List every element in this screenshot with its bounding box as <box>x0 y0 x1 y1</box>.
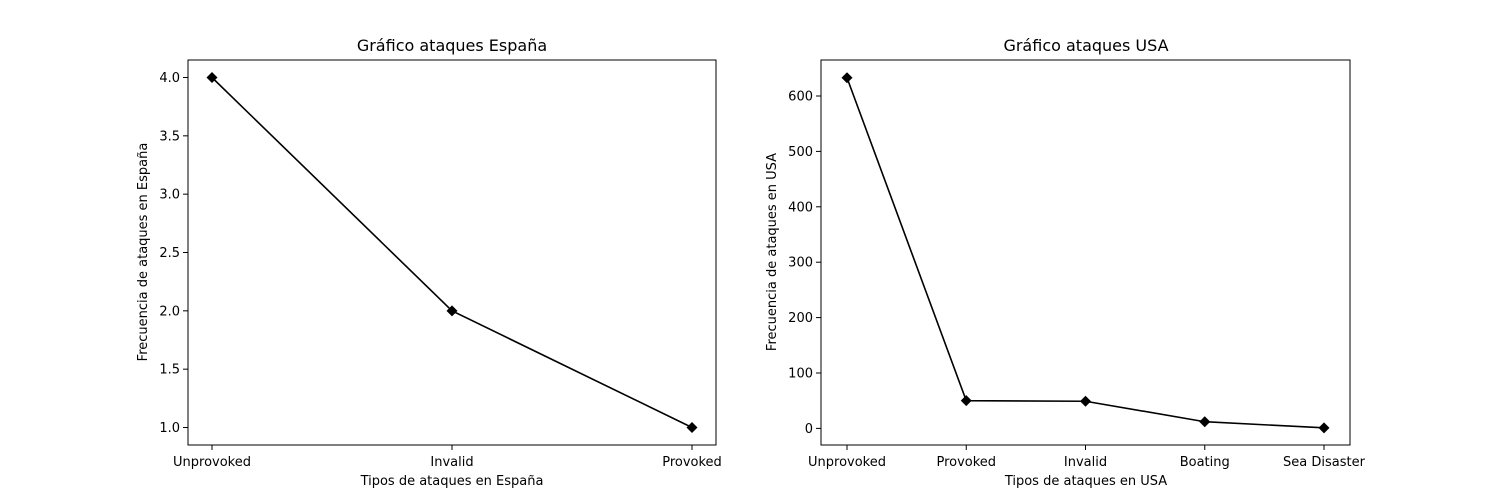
x-tick-label: Invalid <box>430 455 473 470</box>
y-tick-label: 400 <box>788 200 813 215</box>
x-tick-label: Sea Disaster <box>1283 455 1366 470</box>
x-tick-label: Invalid <box>1064 455 1107 470</box>
y-tick-label: 4.0 <box>159 71 180 86</box>
plot-area <box>187 59 717 446</box>
data-point-marker <box>446 305 458 317</box>
data-point-marker <box>1080 395 1091 407</box>
series-line <box>846 77 1325 429</box>
data-point-marker <box>1318 422 1330 434</box>
x-tick-label: Boating <box>1180 455 1230 470</box>
chart-panel-usa: Gráfico ataques USA Tipos de ataques en … <box>765 36 1366 489</box>
data-point-marker <box>686 422 698 433</box>
x-tick-label: Provoked <box>936 455 996 470</box>
data-point-marker <box>206 72 218 83</box>
y-tick-label: 2.0 <box>159 304 180 319</box>
plot-area <box>820 59 1351 446</box>
chart-title: Gráfico ataques España <box>357 36 547 55</box>
y-tick-label: 2.5 <box>159 246 180 261</box>
x-tick-label: Provoked <box>662 455 722 470</box>
y-tick-label: 100 <box>788 366 813 381</box>
y-tick-label: 0 <box>805 422 813 437</box>
y-tick-label: 200 <box>788 311 813 326</box>
y-axis-label: Frecuencia de ataques en España <box>136 143 151 362</box>
x-axis-label: Tipos de ataques en USA <box>1004 474 1167 489</box>
chart-title: Gráfico ataques USA <box>1003 36 1168 55</box>
y-tick-label: 500 <box>788 145 813 160</box>
data-point-marker <box>1199 416 1211 428</box>
y-tick-label: 3.0 <box>159 188 180 203</box>
x-axis-label: Tipos de ataques en España <box>360 474 544 489</box>
chart-panel-spain: Gráfico ataques España Tipos de ataques … <box>136 36 722 489</box>
y-tick-label: 3.5 <box>159 129 180 144</box>
y-tick-label: 300 <box>788 256 813 271</box>
series-line <box>211 76 693 429</box>
x-tick-label: Unprovoked <box>808 455 886 470</box>
x-tick-label: Unprovoked <box>173 455 251 470</box>
y-axis-label: Frecuencia de ataques en USA <box>765 153 780 351</box>
y-tick-label: 1.0 <box>159 421 180 436</box>
data-point-marker <box>960 395 972 407</box>
y-tick-label: 1.5 <box>159 363 180 378</box>
y-tick-label: 600 <box>788 90 813 105</box>
data-point-marker <box>841 72 853 84</box>
